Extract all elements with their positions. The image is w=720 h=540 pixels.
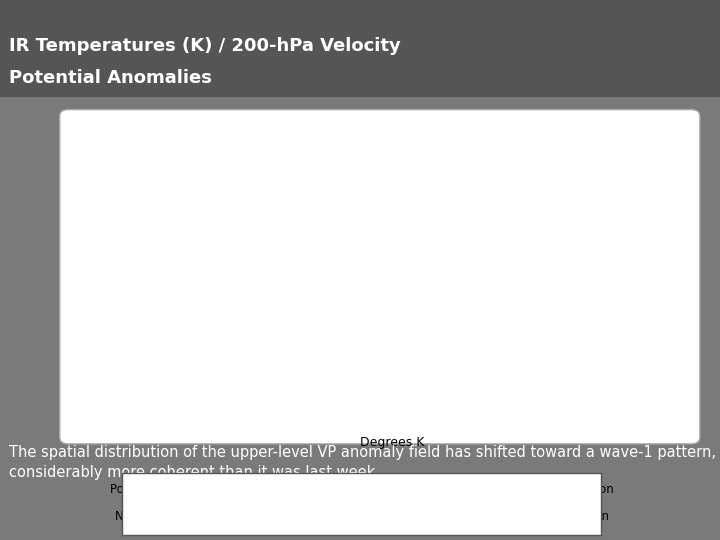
Text: 253: 253 bbox=[472, 404, 488, 413]
Text: 244: 244 bbox=[384, 404, 400, 413]
Text: Degrees K: Degrees K bbox=[360, 436, 425, 449]
Text: Potential Anomalies: Potential Anomalies bbox=[9, 69, 212, 87]
Text: 262: 262 bbox=[559, 404, 575, 413]
Text: considerably more coherent than it was last week.: considerably more coherent than it was l… bbox=[9, 465, 380, 481]
Text: 250: 250 bbox=[443, 404, 459, 413]
Text: 274: 274 bbox=[676, 404, 692, 413]
Text: Negative anomalies (green contours) indicate favorable conditions for precipitat: Negative anomalies (green contours) indi… bbox=[114, 510, 609, 523]
Text: 265: 265 bbox=[588, 404, 605, 413]
Text: 247: 247 bbox=[413, 404, 430, 413]
Text: 259: 259 bbox=[531, 404, 546, 413]
Text: 232: 232 bbox=[210, 404, 225, 413]
Text: 271: 271 bbox=[647, 404, 663, 413]
Text: 236: 236 bbox=[268, 404, 284, 413]
Text: 256: 256 bbox=[501, 404, 517, 413]
Text: IR Temperatures (K) / 200-hPa Velocity: IR Temperatures (K) / 200-hPa Velocity bbox=[9, 37, 401, 55]
Text: 224: 224 bbox=[93, 404, 109, 413]
Text: Positive anomalies (brown contours) indicate unfavorable conditions for precipit: Positive anomalies (brown contours) indi… bbox=[110, 483, 613, 496]
Text: The spatial distribution of the upper-level VP anomaly field has shifted toward : The spatial distribution of the upper-le… bbox=[9, 446, 720, 461]
Text: 240: 240 bbox=[326, 404, 342, 413]
Text: 228: 228 bbox=[151, 404, 167, 413]
Text: 226: 226 bbox=[122, 404, 138, 413]
Text: 242: 242 bbox=[356, 404, 371, 413]
Text: 230: 230 bbox=[180, 404, 197, 413]
Text: 234: 234 bbox=[238, 404, 255, 413]
Text: 238: 238 bbox=[297, 404, 313, 413]
Title: 04 JUN 2017: 04 JUN 2017 bbox=[351, 109, 437, 123]
Text: 268: 268 bbox=[618, 404, 634, 413]
